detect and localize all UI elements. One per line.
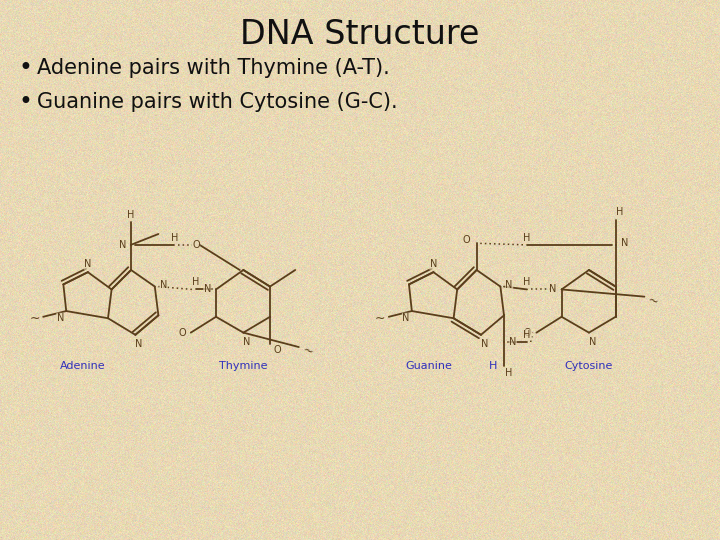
Text: O: O [192, 240, 199, 250]
Text: N: N [621, 238, 628, 248]
Text: H: H [127, 210, 135, 220]
Text: N: N [119, 240, 126, 250]
Text: ∼: ∼ [646, 293, 660, 309]
Text: H: H [192, 277, 199, 287]
Text: O: O [179, 328, 186, 338]
Text: Guanine pairs with Cytosine (G-C).: Guanine pairs with Cytosine (G-C). [37, 92, 398, 112]
Text: N: N [481, 339, 488, 349]
Text: N: N [505, 280, 513, 290]
Text: ∼: ∼ [30, 312, 40, 325]
Text: H: H [489, 361, 498, 371]
Text: N: N [430, 259, 437, 269]
Text: N: N [57, 313, 64, 323]
Text: H: H [616, 207, 624, 218]
Text: O: O [463, 235, 470, 246]
Text: N: N [204, 285, 211, 294]
Text: •: • [18, 56, 32, 80]
Text: N: N [402, 313, 410, 323]
Text: N: N [135, 339, 143, 349]
Text: Cytosine: Cytosine [564, 361, 613, 371]
Text: •: • [18, 90, 32, 114]
Text: O: O [524, 328, 531, 338]
Text: Adenine pairs with Thymine (A-T).: Adenine pairs with Thymine (A-T). [37, 58, 390, 78]
Text: N: N [160, 280, 167, 290]
Text: H: H [505, 368, 512, 378]
Text: Thymine: Thymine [219, 361, 268, 371]
Text: H: H [523, 277, 531, 287]
Text: H: H [523, 330, 531, 340]
Text: H: H [171, 233, 178, 242]
Text: N: N [243, 337, 251, 347]
Text: O: O [274, 345, 281, 355]
Text: ∼: ∼ [375, 312, 385, 325]
Text: N: N [84, 259, 91, 269]
Text: DNA Structure: DNA Structure [240, 18, 480, 51]
Text: ∼: ∼ [300, 343, 315, 359]
Text: H: H [523, 233, 531, 242]
Text: N: N [549, 285, 557, 294]
Text: N: N [589, 337, 596, 347]
Text: Guanine: Guanine [405, 361, 452, 371]
Text: Adenine: Adenine [60, 361, 106, 371]
Text: N: N [509, 337, 516, 347]
